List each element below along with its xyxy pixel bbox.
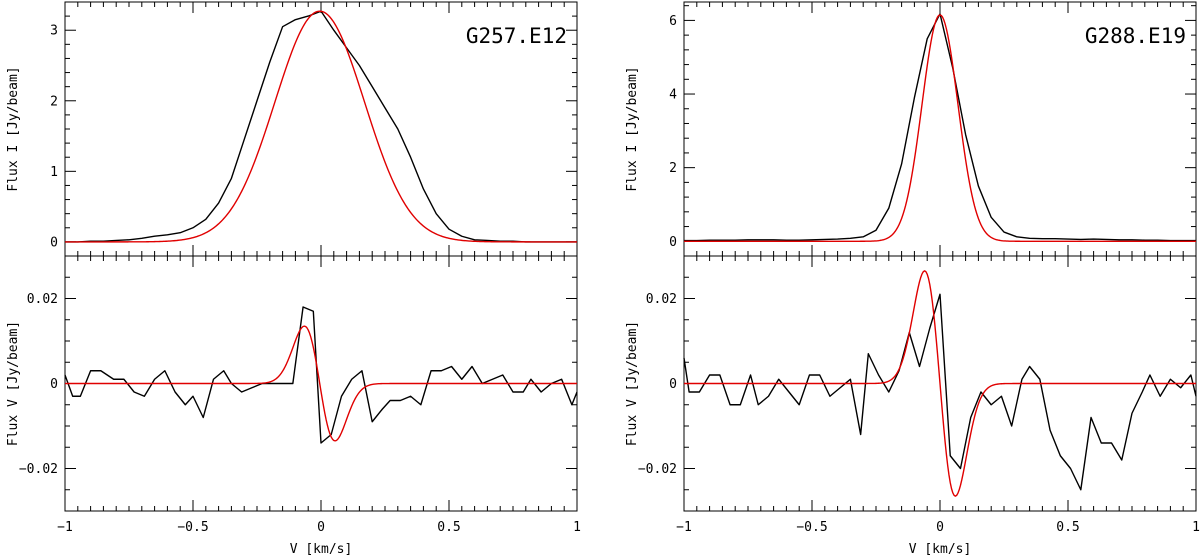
chart-g288: 0 2 4 6 Flux I [Jy/beam] G288.E19 −0.02 0 0.02 Fl… <box>625 1 1200 555</box>
observed-line <box>64 306 578 444</box>
fit-line <box>684 270 1196 497</box>
y-tick-label: 3 <box>50 24 58 39</box>
panel-stokes-v: −0.02 0 0.02 Flux V [Jy/beam] <box>625 255 1197 512</box>
y-tick-label: 0 <box>669 235 677 250</box>
x-tick-label: 1 <box>1192 520 1200 535</box>
y-tick-label: −0.02 <box>19 462 58 477</box>
y-tick-label: 0 <box>669 377 677 392</box>
x-tick-label: −0.5 <box>177 520 208 535</box>
y-tick-label: 0.02 <box>27 292 58 307</box>
y-tick-label: 0.02 <box>646 292 677 307</box>
x-tick-label: −0.5 <box>796 520 827 535</box>
y-axis-label: Flux V [Jy/beam] <box>6 321 21 446</box>
y-axis-label: Flux V [Jy/beam] <box>625 321 640 446</box>
y-tick-label: 0 <box>50 377 58 392</box>
x-tick-label: 0 <box>317 520 325 535</box>
y-tick-label: −0.02 <box>638 462 677 477</box>
fit-line <box>65 325 577 442</box>
x-tick-label: −1 <box>57 520 73 535</box>
panel-stokes-i: 0 2 4 6 Flux I [Jy/beam] G288.E19 <box>625 1 1197 257</box>
y-tick-label: 1 <box>50 165 58 180</box>
x-tick-label: −1 <box>676 520 692 535</box>
y-axis-label: Flux I [Jy/beam] <box>6 66 21 191</box>
x-tick-label: 0.5 <box>437 520 460 535</box>
x-tick-label: 0.5 <box>1056 520 1079 535</box>
panel-stokes-v: −0.02 0 0.02 Flux V [Jy/beam] <box>6 255 578 512</box>
y-tick-label: 2 <box>669 161 677 176</box>
x-tick-label: 1 <box>573 520 581 535</box>
x-tick-label: 0 <box>936 520 944 535</box>
y-tick-label: 6 <box>669 14 677 29</box>
fit-line <box>65 10 577 243</box>
observed-line <box>683 293 1197 491</box>
fit-line <box>684 14 1196 242</box>
y-tick-label: 4 <box>669 88 677 103</box>
y-axis-label: Flux I [Jy/beam] <box>625 66 640 191</box>
panel-stokes-i: 0 1 2 3 Flux I [Jy/beam] G257.E12 <box>6 1 578 257</box>
x-axis-label: V [km/s] <box>290 542 353 555</box>
y-tick-label: 2 <box>50 94 58 109</box>
x-axis-label: V [km/s] <box>909 542 972 555</box>
chart-title: G288.E19 <box>1085 24 1186 48</box>
observed-line <box>684 13 1196 242</box>
chart-title: G257.E12 <box>466 24 567 48</box>
chart-g257: 0 1 2 3 Flux I [Jy/beam] G257.E12 −0.02 0 0.02 Fl… <box>6 1 581 555</box>
y-tick-label: 0 <box>50 235 58 250</box>
